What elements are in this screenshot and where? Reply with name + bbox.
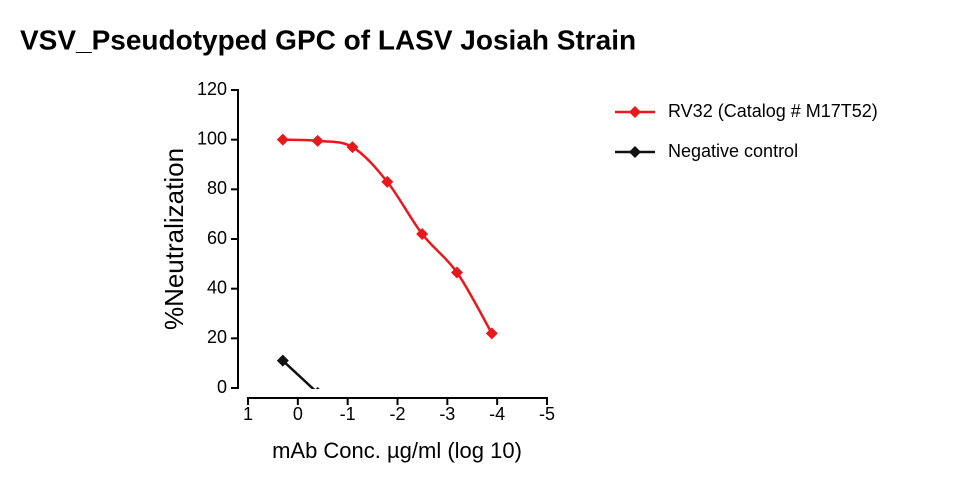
- plot-area: [276, 133, 498, 389]
- data-point: [276, 133, 289, 146]
- y-tick-label: 80: [207, 178, 227, 198]
- series-line: [282, 138, 493, 334]
- y-tick-label: 60: [207, 228, 227, 248]
- chart-title: VSV_Pseudotyped GPC of LASV Josiah Strai…: [20, 24, 636, 55]
- legend-label: Negative control: [668, 141, 798, 161]
- data-point: [346, 141, 359, 154]
- data-point: [311, 134, 324, 147]
- x-tick-label: -1: [340, 404, 356, 424]
- series-line: [281, 359, 316, 389]
- x-tick-label: 1: [243, 404, 253, 424]
- y-axis-title: %Neutralization: [159, 148, 189, 330]
- data-point: [485, 327, 498, 340]
- y-tick-label: 0: [217, 377, 227, 397]
- data-point: [416, 228, 429, 241]
- legend-marker: [629, 146, 641, 158]
- x-tick-label: -5: [539, 404, 555, 424]
- x-tick-label: -4: [489, 404, 505, 424]
- data-point: [315, 386, 320, 389]
- x-axis-title: mAb Conc. µg/ml (log 10): [272, 438, 522, 463]
- y-tick-label: 120: [197, 79, 227, 99]
- data-point: [276, 354, 289, 367]
- legend-marker: [629, 106, 641, 118]
- y-tick-label: 40: [207, 277, 227, 297]
- data-point: [381, 175, 394, 188]
- y-tick-label: 100: [197, 128, 227, 148]
- x-tick-label: 0: [293, 404, 303, 424]
- data-point: [451, 266, 464, 279]
- y-tick-label: 20: [207, 327, 227, 347]
- x-tick-label: -2: [389, 404, 405, 424]
- x-tick-label: -3: [439, 404, 455, 424]
- legend-label: RV32 (Catalog # M17T52): [668, 101, 878, 121]
